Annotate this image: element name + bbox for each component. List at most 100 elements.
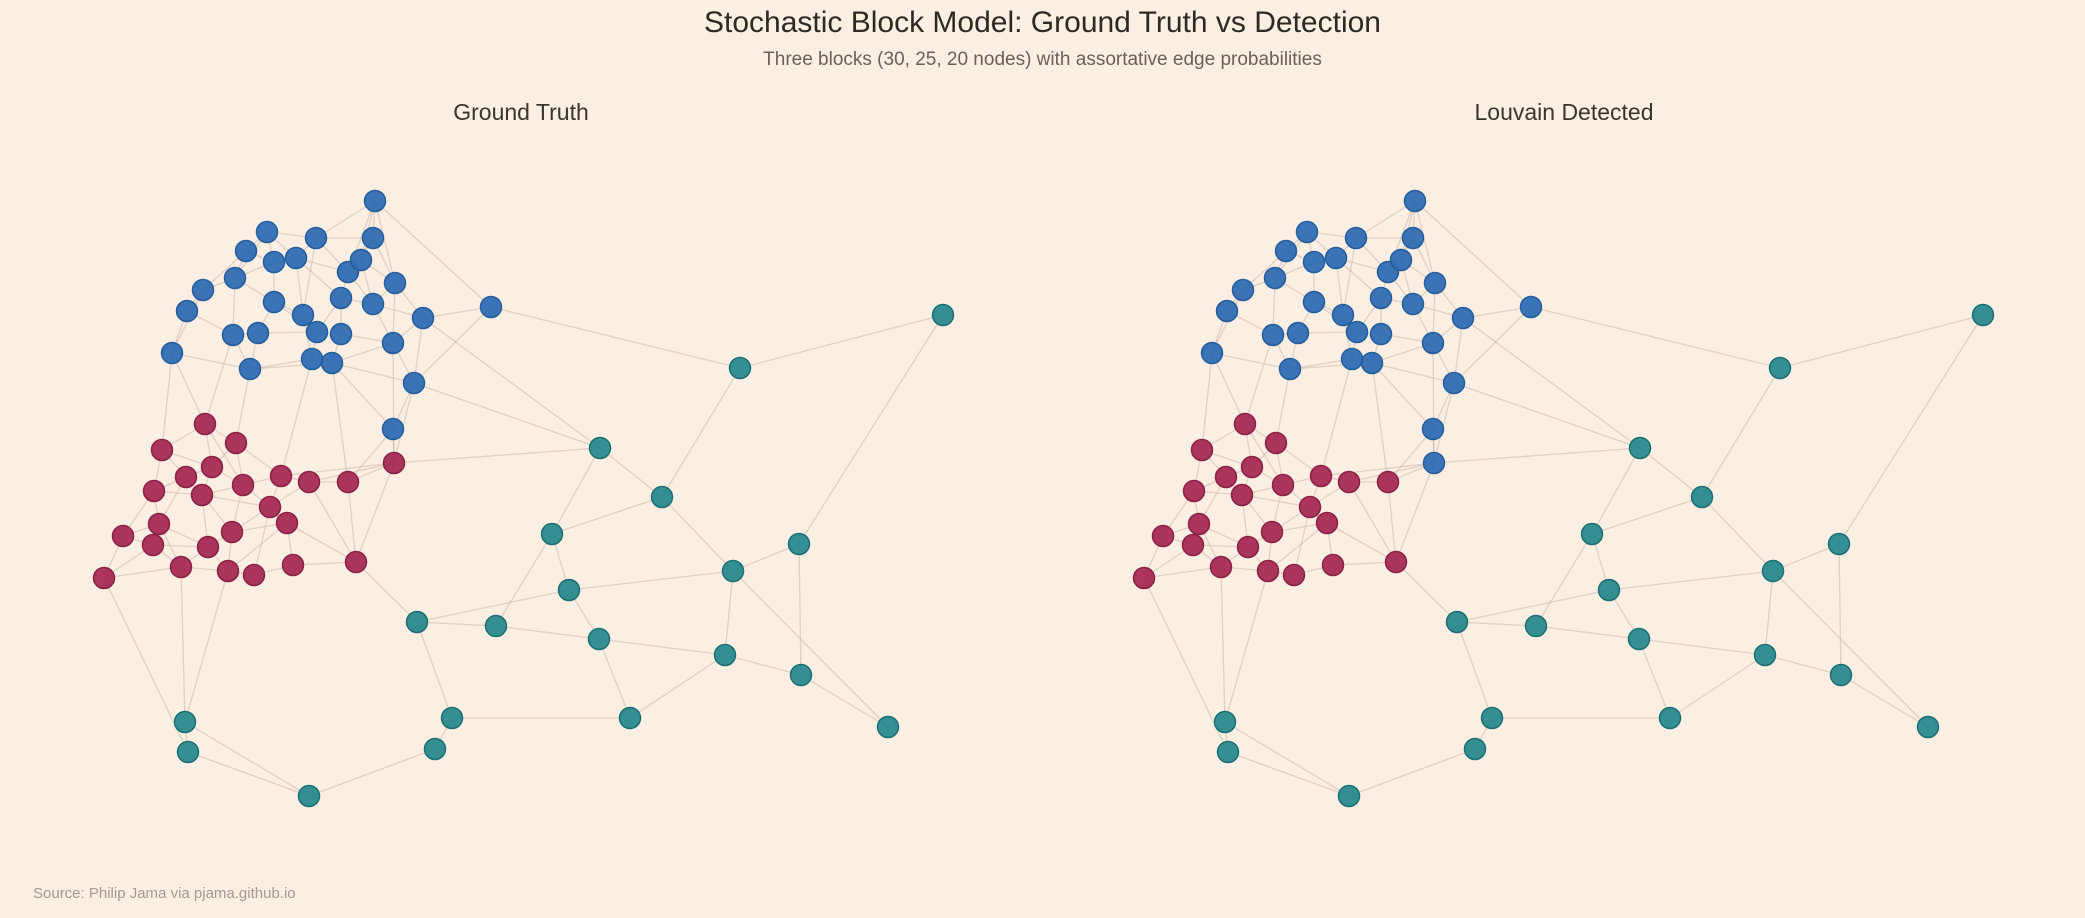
graph-node-b2 — [1309, 464, 1333, 488]
graph-edge — [1462, 306, 1532, 319]
graph-edge — [598, 638, 726, 656]
graph-edge — [374, 200, 396, 284]
graph-node-b3 — [1463, 737, 1487, 761]
graph-node-b3 — [1480, 706, 1504, 730]
graph-node-b1 — [1421, 417, 1445, 441]
graph-node-b1 — [246, 321, 270, 345]
graph-edge — [495, 533, 553, 627]
graph-node-b3 — [787, 532, 811, 556]
graph-node-b3 — [1580, 522, 1604, 546]
graph-edge — [1838, 543, 1842, 676]
graph-node-b1 — [305, 320, 329, 344]
graph-node-b2 — [1282, 563, 1306, 587]
graph-edge — [598, 638, 631, 719]
graph-node-b1 — [361, 292, 385, 316]
graph-edge — [1211, 352, 1291, 370]
graph-node-b2 — [174, 465, 198, 489]
louvain-detected-graph — [1132, 189, 1995, 808]
graph-node-b1 — [1302, 290, 1326, 314]
graph-node-b1 — [363, 189, 387, 213]
graph-edge — [1395, 462, 1435, 563]
graph-node-b3 — [1971, 303, 1995, 327]
graph-edge — [1143, 566, 1222, 579]
graph-node-b3 — [1690, 485, 1714, 509]
graph-edge — [355, 462, 395, 563]
graph-edge — [1453, 306, 1532, 384]
graph-node-b1 — [234, 239, 258, 263]
graph-node-b1 — [1286, 321, 1310, 345]
graph-node-b2 — [1260, 520, 1284, 544]
ground-truth-graph — [92, 189, 955, 808]
graph-node-b3 — [540, 522, 564, 546]
graph-edge — [1320, 358, 1353, 477]
graph-edge — [1456, 589, 1610, 623]
graph-edge — [1772, 570, 1929, 728]
graph-edge — [1456, 621, 1537, 627]
graph-edge — [490, 306, 741, 369]
graph-edge — [161, 352, 173, 451]
graph-node-b2 — [1209, 555, 1233, 579]
graph-edge — [1433, 447, 1641, 464]
graph-node-b3 — [484, 614, 508, 638]
graph-edge — [1462, 317, 1641, 449]
graph-node-b2 — [269, 464, 293, 488]
graph-edge — [331, 362, 415, 384]
graph-node-b2 — [258, 495, 282, 519]
graph-node-b2 — [1256, 559, 1280, 583]
panel-title-louvain-detected: Louvain Detected — [1474, 99, 1654, 125]
graph-edge — [286, 522, 357, 563]
graph-node-b2 — [150, 438, 174, 462]
graph-edge — [495, 625, 600, 640]
graph-edge — [422, 306, 492, 319]
graph-edge — [1779, 314, 1984, 369]
graph-node-b1 — [160, 341, 184, 365]
graph-edge — [253, 506, 271, 576]
graph-edge — [568, 570, 734, 591]
graph-node-b2 — [1264, 431, 1288, 455]
graph-node-b1 — [1215, 299, 1239, 323]
graph-node-b2 — [1230, 483, 1254, 507]
graph-node-b2 — [1337, 470, 1361, 494]
graph-node-b3 — [1753, 643, 1777, 667]
graph-edge — [1355, 200, 1416, 239]
graph-node-b1 — [221, 323, 245, 347]
graph-node-b2 — [242, 563, 266, 587]
graph-edge — [1293, 506, 1311, 576]
graph-edge — [416, 621, 453, 719]
graph-edge — [1267, 522, 1328, 572]
graph-node-b2 — [275, 511, 299, 535]
graph-node-b3 — [931, 303, 955, 327]
graph-node-b1 — [329, 322, 353, 346]
graph-edge — [355, 561, 418, 623]
graph-node-b3 — [1627, 627, 1651, 651]
graph-node-b1 — [1423, 271, 1447, 295]
graph-node-b3 — [876, 715, 900, 739]
graph-node-b1 — [1401, 292, 1425, 316]
graph-node-b2 — [1315, 511, 1339, 535]
graph-node-b1 — [1295, 220, 1319, 244]
graph-node-b3 — [789, 663, 813, 687]
graph-edge — [551, 496, 663, 535]
graph-edge — [308, 748, 436, 797]
graph-node-b1 — [1261, 323, 1285, 347]
graph-edge — [798, 314, 944, 545]
graph-node-b2 — [1376, 470, 1400, 494]
graph-edge — [1701, 367, 1781, 498]
graph-edge — [235, 368, 251, 444]
graph-node-b3 — [423, 737, 447, 761]
graph-edge — [422, 317, 601, 449]
graph-edge — [1348, 481, 1397, 563]
graph-node-b1 — [223, 266, 247, 290]
graph-node-b1 — [284, 246, 308, 270]
graph-node-b2 — [196, 535, 220, 559]
graph-edge — [1371, 362, 1434, 430]
graph-node-b3 — [1597, 578, 1621, 602]
graph-edge — [1608, 570, 1774, 591]
graph-edge — [308, 481, 357, 563]
graph-edge — [629, 654, 726, 719]
graph-node-b3 — [588, 436, 612, 460]
graph-edge — [347, 481, 357, 563]
graph-node-b2 — [1190, 438, 1214, 462]
graph-node-b1 — [411, 306, 435, 330]
graph-node-b1 — [361, 226, 385, 250]
